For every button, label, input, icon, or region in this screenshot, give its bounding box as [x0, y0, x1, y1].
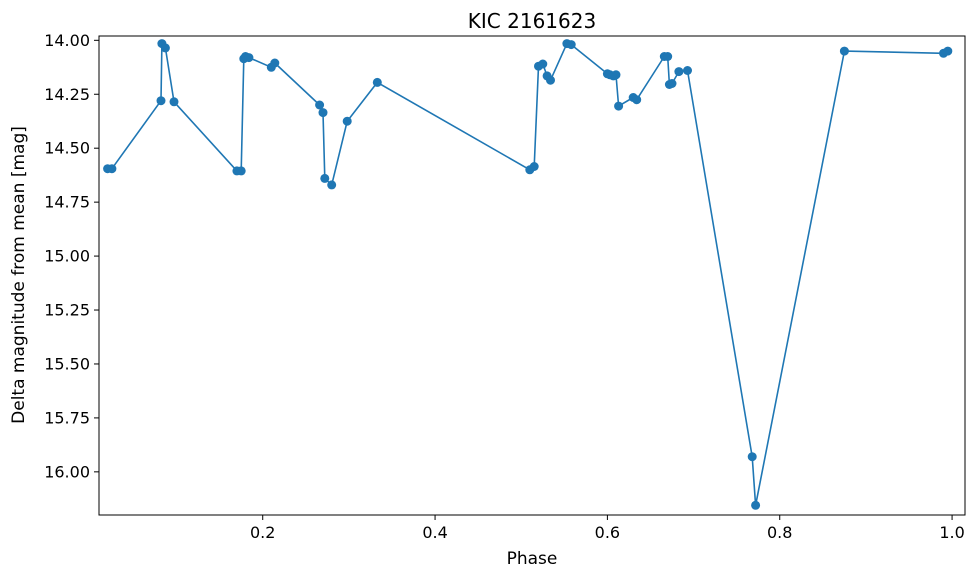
data-point [943, 46, 953, 56]
data-point [546, 75, 555, 85]
data-point [839, 46, 849, 56]
data-point [107, 164, 117, 174]
data-point [342, 116, 352, 126]
data-point [169, 97, 179, 107]
data-point [318, 108, 328, 118]
data-point [156, 96, 166, 106]
data-point [327, 180, 337, 190]
y-tick-label: 14.00 [44, 31, 90, 50]
chart-title: KIC 2161623 [468, 9, 596, 33]
plot-area [98, 35, 966, 516]
data-point [667, 79, 677, 88]
x-tick-label: 0.4 [422, 523, 447, 542]
x-tick-label: 0.2 [250, 523, 275, 542]
data-point [236, 166, 246, 176]
x-axis-label: Phase [507, 549, 558, 569]
x-tick-label: 0.6 [595, 523, 620, 542]
data-point [244, 53, 254, 63]
data-point [747, 452, 757, 462]
y-tick-label: 15.00 [44, 247, 90, 266]
data-point [270, 58, 280, 68]
data-point [529, 162, 539, 171]
y-axis-label: Delta magnitude from mean [mag] [9, 126, 29, 424]
y-tick-label: 14.75 [44, 193, 90, 212]
data-point [372, 77, 382, 87]
series-layer [103, 39, 953, 510]
data-point [683, 66, 692, 75]
data-point [566, 40, 576, 50]
data-point [674, 67, 684, 77]
data-point [315, 100, 325, 110]
y-tick-label: 15.75 [44, 408, 90, 427]
x-tick-label: 1.0 [939, 523, 964, 542]
data-point [538, 59, 548, 69]
data-point [160, 43, 170, 53]
x-axis: 0.2 0.4 0.6 0.8 1.0 [250, 515, 965, 542]
data-point [751, 500, 761, 510]
data-point [614, 101, 624, 111]
y-tick-label: 15.50 [44, 354, 90, 373]
y-tick-label: 16.00 [44, 462, 90, 481]
y-tick-label: 14.25 [44, 85, 90, 104]
x-tick-label: 0.8 [767, 523, 792, 542]
y-tick-label: 14.50 [44, 139, 90, 158]
y-tick-label: 15.25 [44, 301, 90, 320]
data-point [663, 52, 673, 61]
data-point [611, 70, 621, 80]
y-axis: 14.00 14.25 14.50 14.75 15.00 15.25 15.50 15.75… [44, 31, 99, 481]
data-point [320, 173, 330, 183]
data-point [632, 95, 642, 105]
